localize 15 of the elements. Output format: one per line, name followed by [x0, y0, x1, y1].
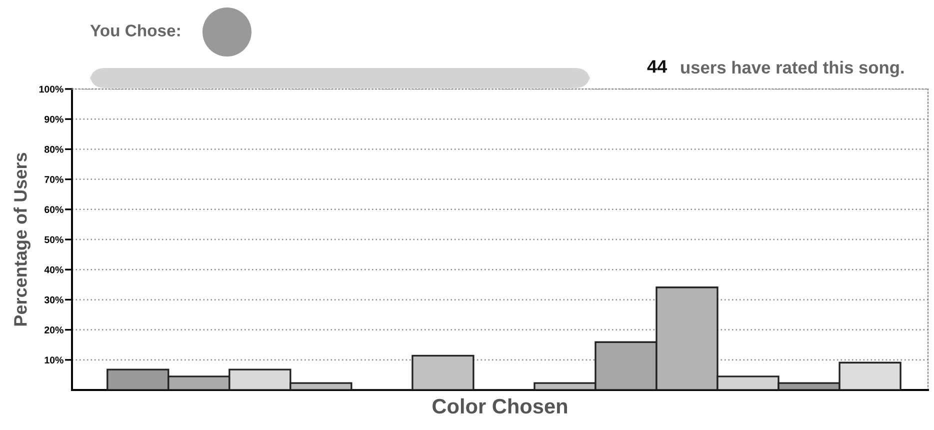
- text: 44: [647, 60, 667, 73]
- y-tick-label: 20%: [44, 326, 64, 334]
- text: You Chose:: [90, 24, 180, 36]
- text: users have rated this song.: [681, 60, 904, 78]
- y-axis-title: Percentage of Users: [14, 152, 30, 326]
- y-tick-label: 40%: [44, 266, 64, 274]
- y-tick-label: 80%: [44, 146, 64, 153]
- y-tick-label: 90%: [44, 116, 64, 123]
- y-tick-label: 60%: [44, 206, 64, 214]
- y-tick-label: 70%: [44, 176, 64, 183]
- y-tick-label: 10%: [44, 356, 64, 364]
- y-tick-label: 100%: [39, 86, 64, 93]
- y-tick-label: 50%: [44, 236, 64, 244]
- x-axis-title: Color Chosen: [432, 398, 567, 414]
- y-tick-label: 30%: [44, 296, 64, 304]
